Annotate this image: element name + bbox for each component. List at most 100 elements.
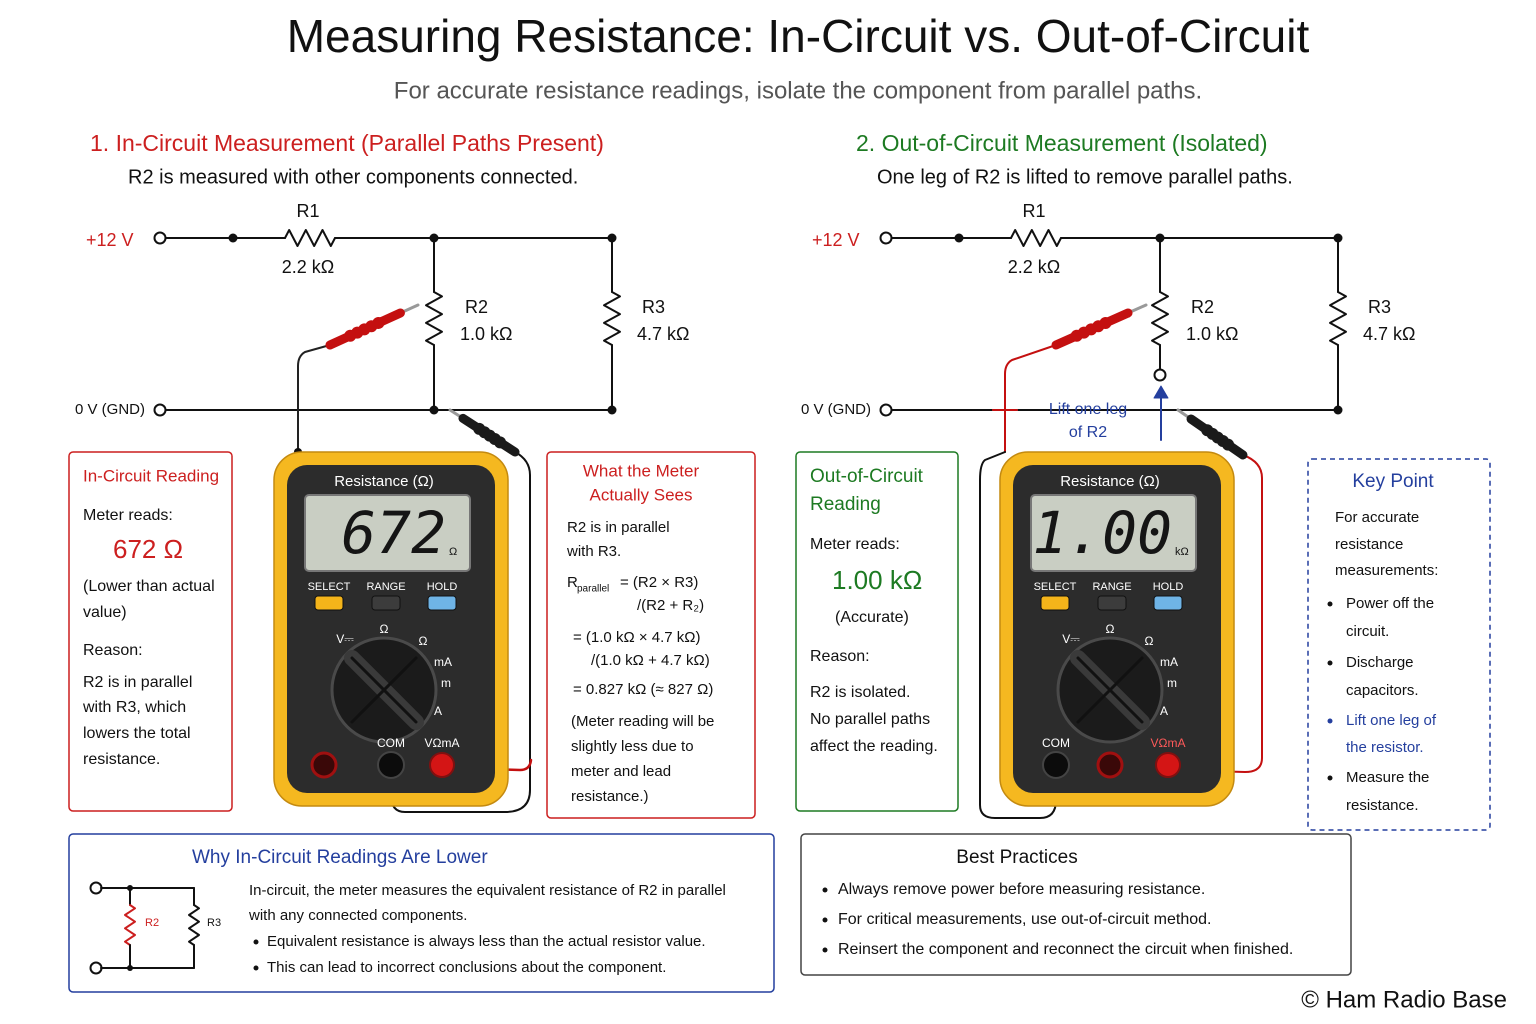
label: COM bbox=[1042, 736, 1070, 750]
terminal bbox=[879, 231, 893, 245]
bullet bbox=[1327, 718, 1333, 724]
label: For critical measurements, use out-of-ci… bbox=[838, 911, 1211, 928]
probe-grip bbox=[1070, 329, 1083, 342]
wire bbox=[1171, 454, 1263, 773]
bullet bbox=[253, 939, 259, 945]
label: 2.2 kΩ bbox=[282, 257, 334, 277]
resistor bbox=[284, 229, 336, 247]
label: Why In-Circuit Readings Are Lower bbox=[192, 847, 488, 868]
label: measurements: bbox=[1335, 562, 1438, 579]
jack bbox=[1096, 751, 1124, 779]
resistor bbox=[1329, 291, 1347, 346]
label: Lift one leg bbox=[1049, 401, 1127, 418]
resistor bbox=[603, 291, 621, 346]
label: slightly less due to bbox=[571, 738, 694, 755]
label: of R2 bbox=[1069, 424, 1107, 441]
jack bbox=[429, 752, 455, 778]
resistor bbox=[1151, 291, 1169, 346]
label: /(R2 + R₂) bbox=[637, 597, 704, 614]
section-heading: 2. Out-of-Circuit Measurement (Isolated) bbox=[856, 130, 1268, 156]
panel bbox=[795, 451, 959, 812]
bullet bbox=[1327, 601, 1333, 607]
label: For accurate bbox=[1335, 509, 1419, 526]
label: Always remove power before measuring res… bbox=[838, 881, 1205, 898]
label: Ω bbox=[1106, 622, 1115, 636]
label: What the Meter bbox=[583, 461, 700, 480]
label: Discharge bbox=[1346, 654, 1414, 671]
label: VΩmA bbox=[425, 736, 460, 750]
label: SELECT bbox=[1034, 581, 1077, 593]
probe-grip bbox=[344, 329, 357, 342]
label: In-circuit, the meter measures the equiv… bbox=[249, 882, 726, 899]
label: = (R2 × R3) bbox=[620, 574, 698, 591]
junction bbox=[127, 885, 133, 891]
dial-pointer bbox=[1076, 656, 1144, 724]
label: COM bbox=[377, 736, 405, 750]
wire bbox=[448, 758, 533, 772]
label: 0 V (GND) bbox=[801, 401, 871, 418]
panel bbox=[1307, 458, 1491, 831]
label: Power off the bbox=[1346, 595, 1434, 612]
panel bbox=[68, 451, 233, 812]
label: Resistance (Ω) bbox=[334, 473, 434, 490]
label: R2 bbox=[465, 297, 488, 317]
dial-pointer bbox=[350, 656, 418, 724]
section-heading: 1. In-Circuit Measurement (Parallel Path… bbox=[90, 130, 604, 156]
label: This can lead to incorrect conclusions a… bbox=[267, 959, 666, 976]
label: V⎓ bbox=[1062, 632, 1080, 646]
label: Ω bbox=[419, 634, 428, 648]
probe-grip bbox=[1222, 438, 1235, 451]
terminal bbox=[153, 403, 167, 417]
label: No parallel paths bbox=[810, 711, 930, 728]
jack bbox=[377, 751, 405, 779]
label: Resistance (Ω) bbox=[1060, 473, 1160, 490]
label: R2 is in parallel bbox=[83, 674, 192, 691]
junction bbox=[127, 965, 133, 971]
label: = (1.0 kΩ × 4.7 kΩ) bbox=[573, 629, 700, 646]
label: Actually Sees bbox=[590, 485, 693, 504]
label: +12 V bbox=[86, 230, 134, 250]
label: R3 bbox=[1368, 297, 1391, 317]
label: resistance. bbox=[83, 751, 160, 768]
label: SELECT bbox=[308, 581, 351, 593]
panel bbox=[68, 833, 775, 993]
label: R3 bbox=[207, 917, 221, 929]
label: R2 is in parallel bbox=[567, 519, 670, 536]
label: Reinsert the component and reconnect the… bbox=[838, 941, 1293, 958]
label: Out-of-Circuit bbox=[810, 466, 924, 487]
label: RANGE bbox=[366, 581, 405, 593]
label: R1 bbox=[296, 201, 319, 221]
reading-value: 672 Ω bbox=[113, 534, 183, 564]
wire bbox=[297, 344, 331, 453]
label: with R3. bbox=[566, 543, 621, 560]
wire bbox=[979, 451, 1057, 819]
label: resistance.) bbox=[571, 788, 649, 805]
label: m bbox=[1167, 676, 1177, 690]
label: HOLD bbox=[1153, 581, 1184, 593]
label: 4.7 kΩ bbox=[637, 324, 689, 344]
label: mA bbox=[434, 655, 452, 669]
label: 0 V (GND) bbox=[75, 401, 145, 418]
reading-value: 1.00 kΩ bbox=[832, 565, 922, 595]
label: HOLD bbox=[427, 581, 458, 593]
label: R bbox=[567, 574, 578, 591]
meter-button bbox=[314, 595, 344, 611]
lcd-unit: Ω bbox=[449, 546, 457, 558]
label: Key Point bbox=[1352, 471, 1434, 492]
panel bbox=[800, 833, 1352, 976]
junction bbox=[607, 405, 617, 415]
probe-grip bbox=[494, 436, 507, 449]
label: = 0.827 kΩ (≈ 827 Ω) bbox=[573, 681, 713, 698]
label: Meter reads: bbox=[83, 507, 173, 524]
label: 2.2 kΩ bbox=[1008, 257, 1060, 277]
bullet bbox=[253, 965, 259, 971]
label: (Meter reading will be bbox=[571, 713, 714, 730]
label: VΩmA bbox=[1151, 736, 1186, 750]
label: lowers the total bbox=[83, 725, 191, 742]
terminal bbox=[89, 881, 103, 895]
lcd-unit: kΩ bbox=[1175, 546, 1189, 558]
terminal bbox=[153, 231, 167, 245]
bullet bbox=[822, 887, 828, 893]
jack bbox=[310, 751, 338, 779]
